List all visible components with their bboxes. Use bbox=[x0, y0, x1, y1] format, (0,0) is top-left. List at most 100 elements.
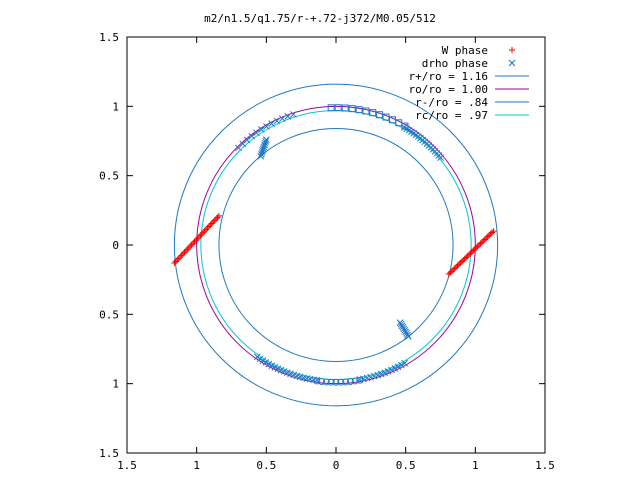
y-tick-label: 1 bbox=[112, 378, 119, 391]
circle-curve bbox=[196, 105, 476, 385]
w-phase-point bbox=[487, 230, 494, 237]
circle-curve bbox=[218, 128, 454, 362]
drho-phase-point bbox=[362, 107, 370, 115]
legend-label: ro/ro = 1.00 bbox=[409, 83, 488, 96]
w-phase-point bbox=[204, 225, 211, 232]
w-phase-point bbox=[483, 235, 490, 242]
drho-phase-point bbox=[348, 105, 356, 113]
drho-phase-point bbox=[332, 378, 340, 386]
y-tick-label: 1.5 bbox=[99, 31, 119, 44]
w-phase-point bbox=[205, 223, 212, 230]
w-phase-point bbox=[484, 233, 491, 240]
x-tick-label: 1.5 bbox=[535, 459, 555, 472]
x-tick-label: 0.5 bbox=[396, 459, 416, 472]
circle-curves bbox=[173, 83, 499, 407]
y-tick-label: 0 bbox=[112, 239, 119, 252]
drho-phase-point bbox=[401, 359, 408, 367]
drho-phase-point bbox=[243, 136, 251, 144]
drho-phase-point bbox=[318, 378, 326, 386]
w-phase-point bbox=[461, 255, 468, 262]
w-phase-point bbox=[175, 255, 182, 262]
w-phase-point bbox=[208, 220, 215, 227]
w-phase-point bbox=[188, 241, 195, 248]
legend-label: drho phase bbox=[422, 57, 488, 70]
drho-phase-point bbox=[262, 138, 270, 145]
legend-label: r-/ro = .84 bbox=[415, 96, 488, 109]
drho-phase-point bbox=[261, 141, 268, 149]
drho-phase-point bbox=[401, 122, 409, 130]
drho-phase-point bbox=[398, 361, 405, 369]
y-tick-label: 0.5 bbox=[99, 170, 119, 183]
w-phase-point bbox=[481, 236, 488, 243]
drho-phase-point bbox=[262, 136, 270, 143]
w-phase-point bbox=[184, 246, 191, 253]
w-phase-point bbox=[474, 243, 481, 250]
drho-phase-point bbox=[290, 111, 297, 118]
w-phase-point bbox=[450, 266, 457, 273]
w-phase-point bbox=[468, 248, 475, 255]
drho-phase-point bbox=[355, 106, 363, 114]
drho-phase-point bbox=[394, 363, 402, 371]
w-phase-point bbox=[171, 260, 178, 267]
w-phase-point bbox=[464, 253, 471, 260]
drho-phase-point bbox=[258, 151, 265, 158]
drho-phase-point bbox=[278, 115, 286, 122]
w-phase-point bbox=[194, 235, 201, 242]
w-phase-point bbox=[478, 239, 485, 246]
w-phase-point bbox=[480, 237, 487, 244]
w-phase-point bbox=[455, 261, 462, 268]
drho-phase-point bbox=[384, 368, 392, 375]
w-phase-point bbox=[458, 258, 465, 265]
x-tick-label: 1.5 bbox=[117, 459, 137, 472]
y-axis: 1.5 1 0.5 0 0.5 1 1.5 bbox=[99, 31, 545, 460]
w-phase-point bbox=[203, 226, 210, 233]
drho-phase-point bbox=[257, 152, 265, 160]
w-phase-point bbox=[477, 240, 484, 247]
w-phase-point bbox=[187, 243, 194, 250]
drho-phase-point bbox=[375, 111, 383, 119]
chart-title: m2/n1.5/q1.75/r-+.72-j372/M0.05/512 bbox=[204, 12, 436, 25]
w-phase-point bbox=[490, 228, 497, 235]
drho-phase-point bbox=[369, 109, 377, 117]
drho-phase-point bbox=[260, 143, 268, 151]
drho-phase-point bbox=[284, 113, 292, 120]
drho-phase-point bbox=[263, 123, 270, 130]
w-phase-point bbox=[185, 244, 192, 251]
w-phase-point bbox=[467, 250, 474, 257]
w-phase-point bbox=[215, 212, 222, 219]
drho-phase-point bbox=[356, 376, 364, 384]
x-tick-label: 1 bbox=[193, 459, 200, 472]
w-phase-point bbox=[214, 214, 221, 221]
drho-phase-point bbox=[273, 117, 281, 125]
drho-phase-point bbox=[313, 377, 321, 385]
w-phase-point bbox=[182, 247, 189, 254]
drho-phase-point bbox=[248, 132, 256, 140]
w-phase-point bbox=[476, 242, 483, 248]
x-tick-label: 1 bbox=[472, 459, 479, 472]
w-phase-point bbox=[470, 247, 477, 254]
w-phase-point bbox=[445, 271, 452, 278]
legend-label: r+/ro = 1.16 bbox=[409, 70, 488, 83]
w-phase-point bbox=[465, 251, 472, 258]
circle-curve bbox=[173, 83, 499, 407]
drho-phase-point bbox=[327, 104, 335, 112]
w-phase-point bbox=[172, 258, 179, 265]
drho-phase-point bbox=[259, 145, 267, 153]
w-phase-point bbox=[197, 232, 204, 239]
w-phase-point bbox=[190, 240, 197, 247]
drho-phase-point bbox=[334, 104, 342, 112]
w-phase-point bbox=[451, 265, 458, 272]
w-phase-point bbox=[486, 232, 493, 239]
drho-phase-point bbox=[405, 333, 412, 340]
drho-phase-point bbox=[261, 139, 269, 147]
y-tick-label: 0.5 bbox=[99, 308, 119, 321]
w-phase-point bbox=[180, 250, 187, 257]
w-phase-point bbox=[473, 244, 480, 251]
x-tick-label: 0 bbox=[333, 459, 340, 472]
y-tick-label: 1.5 bbox=[99, 447, 119, 460]
drho-phase-point bbox=[381, 369, 389, 377]
data-points bbox=[171, 104, 497, 386]
legend-marker-sample bbox=[509, 47, 515, 53]
w-phase-point bbox=[460, 257, 467, 264]
